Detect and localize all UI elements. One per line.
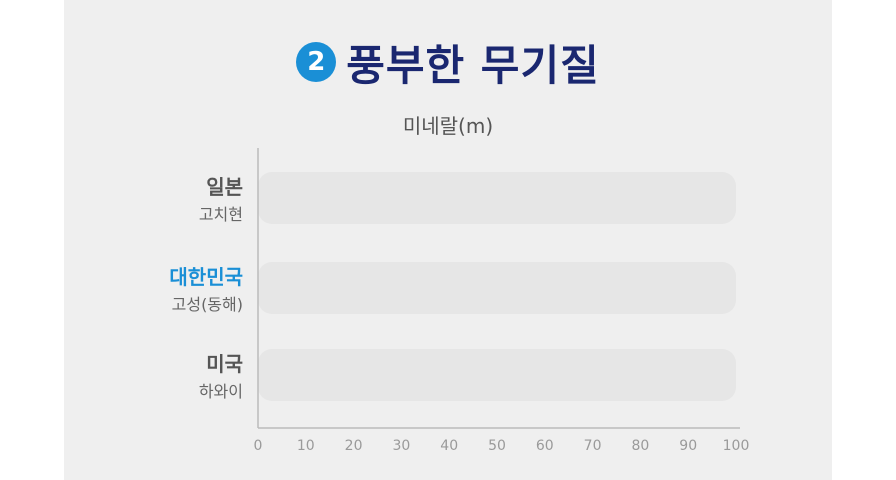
x-tick-label: 90 [679,438,697,454]
x-tick-label: 100 [723,438,750,454]
bar-3 [258,349,736,401]
x-tick-label: 80 [631,438,649,454]
bar-2 [258,262,736,314]
category-sublabel: 고치현 [199,205,243,224]
chart-header: 2 풍부한 무기질 [0,30,896,94]
category-label: 대한민국 [169,265,243,289]
bar-1 [258,172,736,224]
x-tick-label: 30 [392,438,410,454]
category-sublabel: 고성(동해) [172,295,243,314]
x-tick-label: 70 [584,438,602,454]
number-badge: 2 [296,42,337,82]
x-tick-label: 50 [488,438,506,454]
category-label: 일본 [206,175,243,199]
x-axis-label: 미네랄(m) [402,114,494,138]
x-tick-label: 10 [297,438,315,454]
x-tick-label: 40 [440,438,458,454]
x-tick-label: 20 [345,438,363,454]
category-sublabel: 하와이 [199,382,243,401]
category-label: 미국 [206,352,243,376]
chart-title: 풍부한 무기질 [346,40,600,90]
x-tick-label: 0 [254,438,263,454]
x-tick-label: 60 [536,438,554,454]
